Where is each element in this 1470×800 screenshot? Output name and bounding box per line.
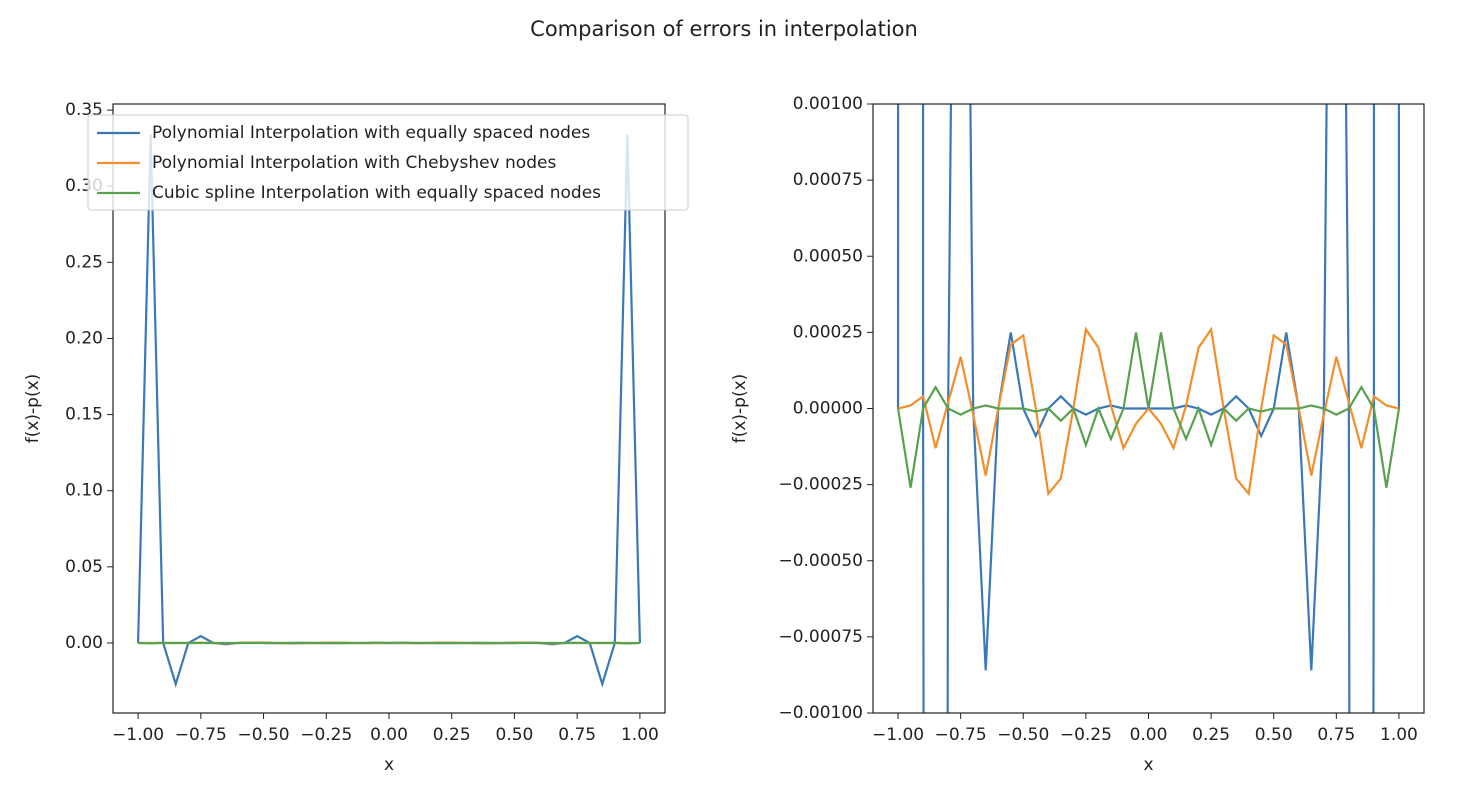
x-tick-label: −0.50 <box>997 725 1049 745</box>
x-tick-label: −1.00 <box>872 725 924 745</box>
y-tick-label: −0.00050 <box>778 551 863 571</box>
y-tick-label: −0.00100 <box>778 703 863 723</box>
axes: −1.00 −0.75 −0.50 −0.25 0.00 0.25 0.50 0.75 1.00… <box>23 100 689 775</box>
axes-frame <box>112 103 666 714</box>
x-tick-label: −0.50 <box>237 725 289 745</box>
x-tick-label: −1.00 <box>112 725 164 745</box>
y-tick-label: 0.00025 <box>793 322 863 342</box>
y-tick-label: 0.20 <box>65 328 103 348</box>
x-tick-label: −0.75 <box>175 725 227 745</box>
x-tick-label: −0.25 <box>300 725 352 745</box>
x-tick-label: 0.50 <box>1255 725 1293 745</box>
y-tick-label: 0.05 <box>65 557 103 577</box>
y-tick-label: 0.00075 <box>793 170 863 190</box>
y-tick-label: 0.25 <box>65 252 103 272</box>
x-tick-label: 0.75 <box>558 725 596 745</box>
y-tick-label: −0.00025 <box>778 475 863 495</box>
y-tick-label: 0.10 <box>65 481 103 501</box>
x-tick-label: 0.75 <box>1317 725 1355 745</box>
x-tick-label: 0.25 <box>433 725 471 745</box>
y-tick-label: 0.15 <box>65 405 103 425</box>
legend-label: Polynomial Interpolation with Chebyshev … <box>152 153 556 173</box>
series-line <box>896 332 1401 488</box>
axes: −1.00 −0.75 −0.50 −0.25 0.00 0.25 0.50 0.75 1.00… <box>730 94 1425 775</box>
legend-box <box>87 114 689 211</box>
series-line <box>138 641 640 645</box>
y-axis-label: f(x)-p(x) <box>23 374 43 444</box>
x-tick-label: 1.00 <box>621 725 659 745</box>
x-tick-label: −0.25 <box>1060 725 1112 745</box>
x-axis-label: x <box>384 755 394 775</box>
legend-label: Cubic spline Interpolation with equally … <box>152 183 601 203</box>
legend-label: Polynomial Interpolation with equally sp… <box>152 123 590 143</box>
y-tick-label: 0.00050 <box>793 246 863 266</box>
x-tick-label: 0.50 <box>496 725 534 745</box>
legend: Polynomial Interpolation with equally sp… <box>87 114 689 211</box>
y-axis-label: f(x)-p(x) <box>730 374 750 444</box>
x-tick-label: 1.00 <box>1380 725 1418 745</box>
x-tick-label: −0.75 <box>935 725 987 745</box>
x-tick-label: 0.00 <box>1130 725 1168 745</box>
x-axis-label: x <box>1143 755 1153 775</box>
x-tick-label: 0.00 <box>370 725 408 745</box>
figure-title: Comparison of errors in interpolation <box>530 17 918 41</box>
y-tick-label: 0.00 <box>65 633 103 653</box>
y-tick-label: 0.00000 <box>793 399 863 419</box>
y-tick-label: 0.00100 <box>793 94 863 114</box>
y-tick-label: −0.00075 <box>778 627 863 647</box>
axes-frame <box>872 103 1425 714</box>
x-tick-label: 0.25 <box>1192 725 1230 745</box>
